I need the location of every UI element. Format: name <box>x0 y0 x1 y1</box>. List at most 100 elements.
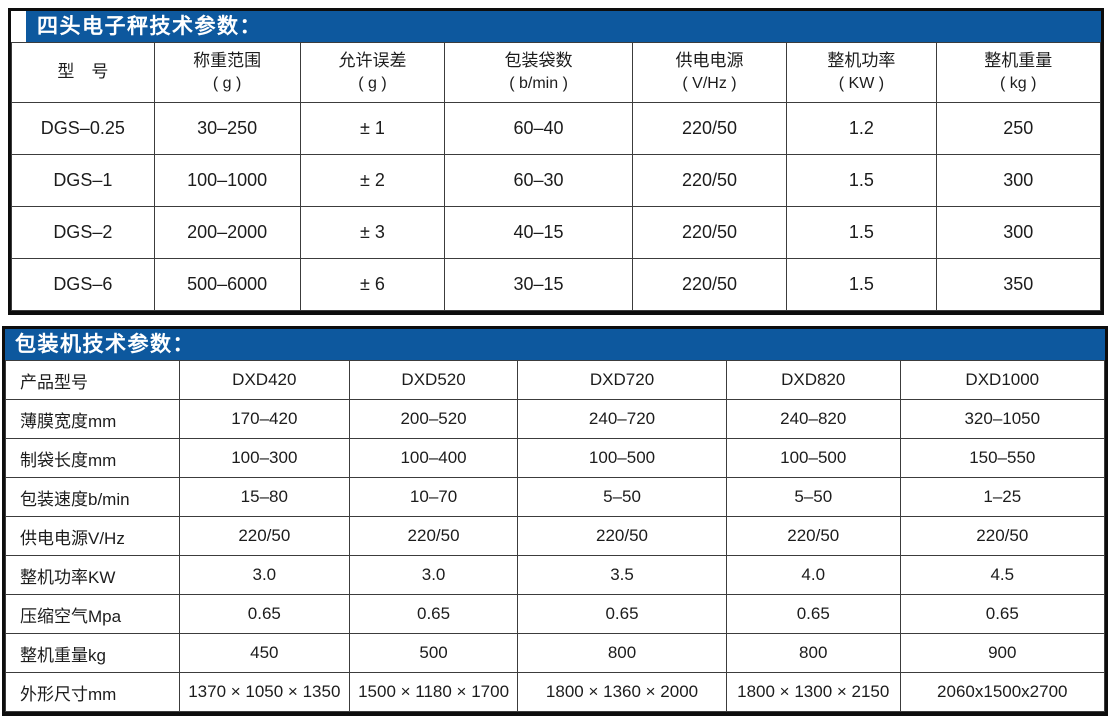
value-cell: 1370 × 1050 × 1350 <box>178 672 350 712</box>
value-cell: 1–25 <box>899 477 1106 517</box>
scale-spec-table-frame: 四头电子秤技术参数： 型 号 称重范围 ( g ) 允许误差 ( g ) 包装袋数 ( b/… <box>8 8 1104 315</box>
packer-table-row: 整机重量kg 450 500 800 800 900 <box>5 633 1106 673</box>
header-label: 包装袋数 <box>504 51 573 71</box>
scale-table-row: DGS–0.25 30–250 ± 1 60–40 220/50 1.2 250 <box>11 102 1102 155</box>
value-cell: 450 <box>178 633 350 673</box>
packer-table-body: 产品型号 DXD420 DXD520 DXD720 DXD820 DXD1000 薄膜宽度m… <box>5 360 1106 712</box>
row-label-cell: 压缩空气Mpa <box>5 594 180 634</box>
value-cell: DXD520 <box>348 360 519 400</box>
header-unit: ( V/Hz ) <box>682 75 737 93</box>
value-cell: 200–2000 <box>153 206 301 259</box>
packer-table-row: 制袋长度mm 100–300 100–400 100–500 100–500 150–55… <box>5 438 1106 478</box>
header-label: 允许误差 <box>338 51 407 71</box>
packer-table-row: 包装速度b/min 15–80 10–70 5–50 5–50 1–25 <box>5 477 1106 517</box>
value-cell: 300 <box>935 154 1102 207</box>
model-cell: DGS–6 <box>11 258 155 311</box>
row-label-cell: 包装速度b/min <box>5 477 180 517</box>
scale-table-title: 四头电子秤技术参数： <box>26 11 1101 42</box>
value-cell: 5–50 <box>517 477 727 517</box>
value-cell: 500 <box>348 633 519 673</box>
header-unit: ( kg ) <box>1000 75 1037 93</box>
value-cell: ± 6 <box>299 258 446 311</box>
row-label-cell: 制袋长度mm <box>5 438 180 478</box>
model-cell: DGS–0.25 <box>11 102 155 155</box>
value-cell: DXD420 <box>178 360 350 400</box>
value-cell: 40–15 <box>444 206 633 259</box>
value-cell: 220/50 <box>517 516 727 556</box>
scale-column-header: 供电电源 ( V/Hz ) <box>631 42 788 103</box>
scale-column-header: 整机功率 ( KW ) <box>786 42 937 103</box>
value-cell: 170–420 <box>178 399 350 439</box>
value-cell: 220/50 <box>631 154 788 207</box>
value-cell: 250 <box>935 102 1102 155</box>
scale-table-row: DGS–2 200–2000 ± 3 40–15 220/50 1.5 300 <box>11 206 1102 259</box>
tables-gap <box>8 315 1104 326</box>
row-label-cell: 供电电源V/Hz <box>5 516 180 556</box>
row-label-cell: 产品型号 <box>5 360 180 400</box>
value-cell: 1.5 <box>786 258 937 311</box>
scale-table-row: DGS–6 500–6000 ± 6 30–15 220/50 1.5 350 <box>11 258 1102 311</box>
header-label: 型 号 <box>57 62 109 82</box>
value-cell: 150–550 <box>899 438 1106 478</box>
value-cell: 3.0 <box>178 555 350 595</box>
scale-table-row: DGS–1 100–1000 ± 2 60–30 220/50 1.5 300 <box>11 154 1102 207</box>
header-unit: ( g ) <box>358 75 387 93</box>
scale-column-header: 整机重量 ( kg ) <box>935 42 1102 103</box>
value-cell: 5–50 <box>725 477 901 517</box>
row-label-cell: 外形尺寸mm <box>5 672 180 712</box>
value-cell: 4.0 <box>725 555 901 595</box>
value-cell: 1500 × 1180 × 1700 <box>348 672 519 712</box>
value-cell: DXD720 <box>517 360 727 400</box>
value-cell: 300 <box>935 206 1102 259</box>
header-label: 整机重量 <box>984 51 1053 71</box>
value-cell: 100–500 <box>725 438 901 478</box>
value-cell: 200–520 <box>348 399 519 439</box>
value-cell: 30–250 <box>153 102 301 155</box>
scale-column-header: 称重范围 ( g ) <box>153 42 301 103</box>
value-cell: ± 3 <box>299 206 446 259</box>
value-cell: 220/50 <box>631 206 788 259</box>
value-cell: 100–1000 <box>153 154 301 207</box>
packer-table-title: 包装机技术参数： <box>5 329 1105 360</box>
value-cell: 220/50 <box>631 258 788 311</box>
value-cell: 60–40 <box>444 102 633 155</box>
value-cell: 500–6000 <box>153 258 301 311</box>
scale-table-header-row: 型 号 称重范围 ( g ) 允许误差 ( g ) 包装袋数 ( b/min ) 供电电源 ( … <box>11 42 1102 103</box>
header-label: 整机功率 <box>827 51 896 71</box>
value-cell: 800 <box>725 633 901 673</box>
scale-column-header: 允许误差 ( g ) <box>299 42 446 103</box>
value-cell: 1800 × 1360 × 2000 <box>517 672 727 712</box>
row-label-cell: 整机重量kg <box>5 633 180 673</box>
value-cell: ± 2 <box>299 154 446 207</box>
value-cell: 15–80 <box>178 477 350 517</box>
scale-column-header: 型 号 <box>11 42 155 103</box>
value-cell: 0.65 <box>517 594 727 634</box>
header-label: 供电电源 <box>675 51 744 71</box>
value-cell: 800 <box>517 633 727 673</box>
value-cell: 0.65 <box>899 594 1106 634</box>
value-cell: 60–30 <box>444 154 633 207</box>
value-cell: 3.5 <box>517 555 727 595</box>
model-cell: DGS–2 <box>11 206 155 259</box>
value-cell: 30–15 <box>444 258 633 311</box>
packer-table-row: 整机功率KW 3.0 3.0 3.5 4.0 4.5 <box>5 555 1106 595</box>
value-cell: DXD1000 <box>899 360 1106 400</box>
packer-spec-table-frame: 包装机技术参数： 产品型号 DXD420 DXD520 DXD720 DXD820 DXD… <box>2 326 1108 716</box>
header-label: 称重范围 <box>193 51 262 71</box>
value-cell: 1.2 <box>786 102 937 155</box>
value-cell: 1.5 <box>786 206 937 259</box>
packer-table-row: 供电电源V/Hz 220/50 220/50 220/50 220/50 220/50 <box>5 516 1106 556</box>
value-cell: 220/50 <box>725 516 901 556</box>
header-unit: ( g ) <box>212 75 242 93</box>
packer-table-row: 薄膜宽度mm 170–420 200–520 240–720 240–820 320–10… <box>5 399 1106 439</box>
value-cell: 0.65 <box>348 594 519 634</box>
value-cell: 0.65 <box>178 594 350 634</box>
row-label-cell: 整机功率KW <box>5 555 180 595</box>
value-cell: 10–70 <box>348 477 519 517</box>
value-cell: 240–820 <box>725 399 901 439</box>
value-cell: 220/50 <box>178 516 350 556</box>
value-cell: 100–400 <box>348 438 519 478</box>
value-cell: 240–720 <box>517 399 727 439</box>
value-cell: 220/50 <box>348 516 519 556</box>
